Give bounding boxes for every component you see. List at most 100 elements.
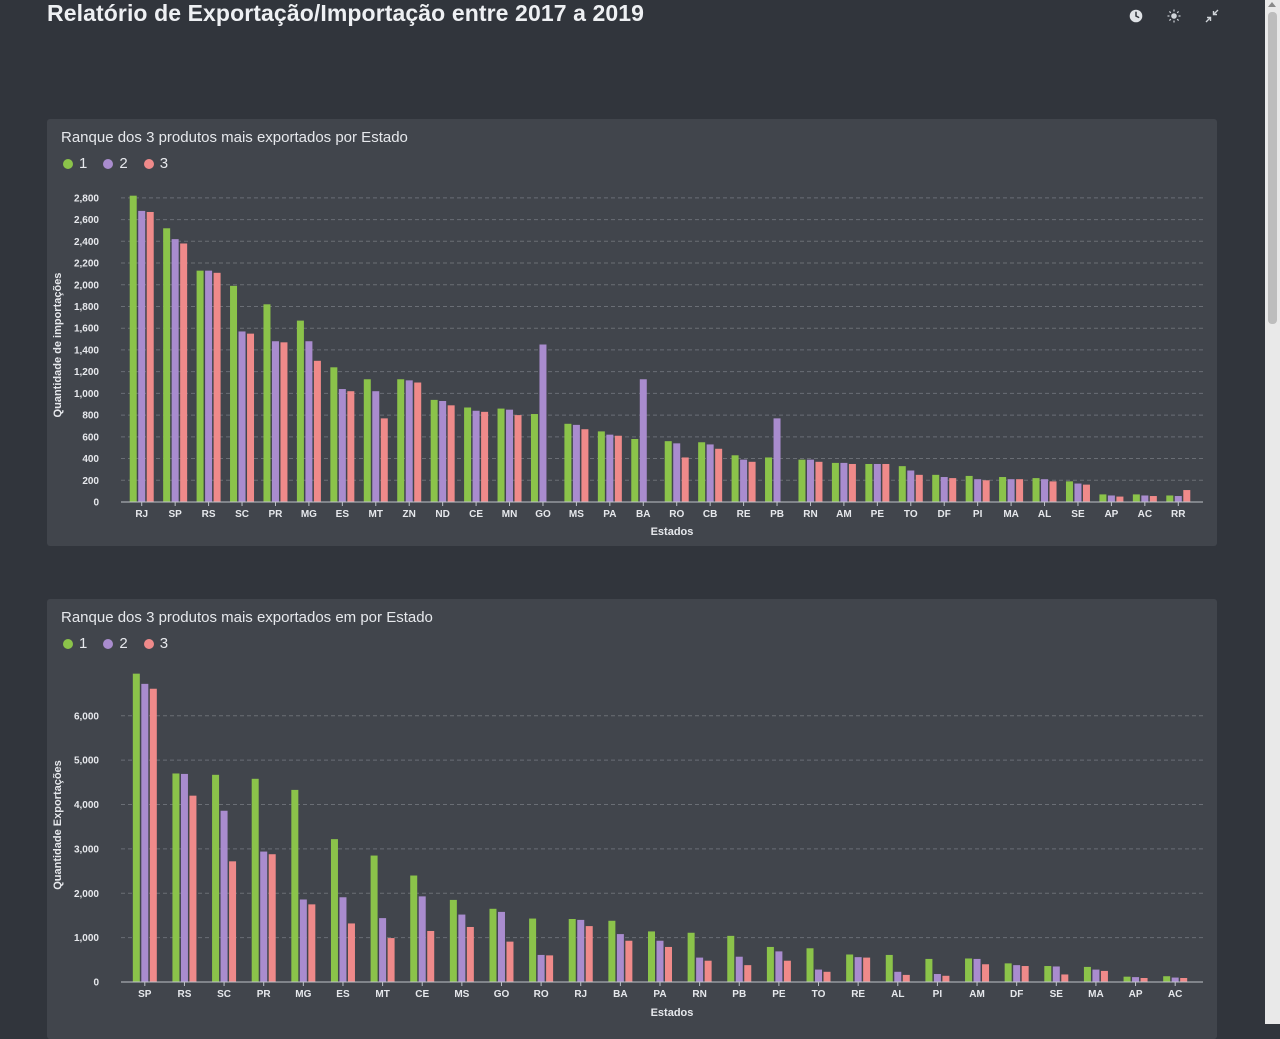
- bar: [1074, 483, 1082, 502]
- y-tick-label: 2,000: [74, 889, 99, 900]
- y-tick-label: 1,800: [74, 302, 99, 313]
- x-tick-label: PI: [973, 509, 983, 520]
- bar: [625, 940, 633, 982]
- page-title: Relatório de Exportação/Importação entre…: [47, 0, 645, 26]
- bar: [885, 954, 893, 982]
- bar: [585, 926, 593, 982]
- bar: [1141, 495, 1149, 502]
- bar: [1149, 496, 1157, 502]
- y-tick-label: 1,200: [74, 367, 99, 378]
- x-tick-label: PR: [269, 509, 284, 520]
- export-ranking-panel: Ranque dos 3 produtos mais exportados em…: [47, 599, 1217, 1039]
- x-tick-label: SE: [1071, 509, 1085, 520]
- x-tick-label: DF: [938, 509, 951, 520]
- bar: [815, 461, 823, 502]
- bar: [347, 391, 355, 502]
- bar: [965, 475, 973, 502]
- legend-item-3[interactable]: 3: [143, 635, 168, 652]
- bar: [798, 459, 806, 502]
- bar: [1016, 479, 1024, 502]
- bar: [606, 434, 614, 502]
- y-tick-label: 2,000: [74, 280, 99, 291]
- x-tick-label: PR: [257, 989, 272, 1000]
- bar: [260, 851, 268, 982]
- bar: [539, 344, 547, 502]
- bar: [656, 940, 664, 982]
- x-tick-label: GO: [494, 989, 510, 1000]
- legend-dot: [103, 158, 114, 169]
- bar: [731, 455, 739, 502]
- bar: [212, 774, 220, 982]
- x-tick-label: AP: [1104, 509, 1118, 520]
- bar: [698, 442, 706, 502]
- bar: [608, 920, 616, 982]
- bar: [863, 957, 871, 982]
- x-tick-label: SP: [168, 509, 182, 520]
- scroll-up-arrow-icon[interactable]: [1268, 2, 1276, 7]
- x-tick-label: AM: [836, 509, 852, 520]
- bar: [180, 243, 188, 502]
- bar: [665, 946, 672, 982]
- scrollbar[interactable]: [1265, 0, 1280, 1024]
- y-tick-label: 600: [82, 432, 99, 443]
- chart-legend: 1 2 3: [63, 155, 168, 172]
- collapse-icon[interactable]: [1204, 8, 1220, 24]
- bar: [882, 463, 890, 502]
- bar: [1032, 478, 1040, 502]
- legend-item-2[interactable]: 2: [103, 635, 128, 652]
- bar: [489, 908, 497, 982]
- bar: [530, 414, 538, 502]
- bar: [472, 410, 480, 502]
- bar: [1007, 479, 1015, 502]
- x-tick-label: BA: [613, 989, 627, 1000]
- y-tick-label: 2,200: [74, 259, 99, 270]
- bar: [171, 239, 179, 502]
- bar: [974, 479, 982, 502]
- y-tick-label: 5,000: [74, 756, 99, 767]
- bar: [213, 272, 221, 502]
- bar: [138, 210, 146, 502]
- bar: [149, 688, 157, 982]
- bar: [1166, 495, 1174, 502]
- bar: [1044, 966, 1052, 982]
- bar: [982, 964, 990, 982]
- bar: [806, 459, 814, 502]
- legend-item-3[interactable]: 3: [143, 155, 169, 172]
- bar: [1052, 966, 1060, 982]
- bar: [514, 415, 522, 502]
- bar: [898, 466, 906, 502]
- bar: [1180, 978, 1188, 982]
- bar: [865, 463, 873, 502]
- scrollbar-thumb[interactable]: [1268, 12, 1277, 324]
- legend-label: 1: [79, 635, 88, 652]
- x-tick-label: RE: [737, 509, 751, 520]
- bar: [907, 470, 915, 502]
- bar: [1132, 977, 1140, 982]
- bar: [1183, 490, 1191, 502]
- legend-item-2[interactable]: 2: [103, 155, 128, 172]
- x-tick-label: CE: [415, 989, 429, 1000]
- x-tick-label: PB: [770, 509, 784, 520]
- legend-item-1[interactable]: 1: [63, 635, 87, 652]
- chart-legend: 1 2 3: [63, 635, 168, 652]
- bar: [146, 211, 154, 502]
- bar: [410, 875, 418, 982]
- bar: [1065, 481, 1073, 502]
- brightness-icon[interactable]: [1166, 8, 1182, 24]
- bar: [299, 899, 307, 982]
- bar: [305, 341, 313, 502]
- legend-item-1[interactable]: 1: [63, 155, 87, 172]
- legend-label: 2: [119, 155, 128, 172]
- y-axis-title: Quantidade Exportações: [52, 760, 64, 890]
- clock-icon[interactable]: [1128, 8, 1144, 24]
- bar: [180, 773, 188, 982]
- import-bar-chart: 0 200 400 600 800 1,000 1,200 1,400 1,600 1,800 2,…: [52, 193, 1203, 538]
- legend-label: 3: [159, 155, 169, 172]
- x-tick-label: MG: [301, 509, 317, 520]
- bar: [744, 965, 752, 982]
- bar: [291, 789, 299, 982]
- y-tick-label: 2,600: [74, 215, 99, 226]
- x-tick-label: MS: [569, 509, 584, 520]
- x-tick-label: CB: [703, 509, 717, 520]
- bar: [1041, 479, 1049, 502]
